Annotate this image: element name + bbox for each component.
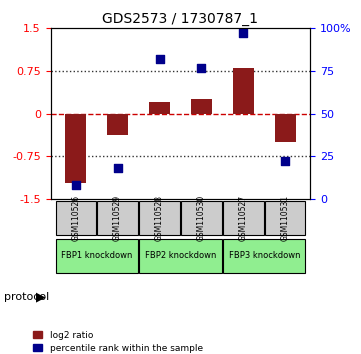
FancyBboxPatch shape [97, 201, 138, 235]
FancyBboxPatch shape [223, 239, 305, 273]
FancyBboxPatch shape [139, 239, 222, 273]
Point [73, 182, 79, 188]
Text: GSM110527: GSM110527 [239, 195, 248, 241]
Bar [275, 114, 296, 142]
Text: FBP2 knockdown: FBP2 knockdown [145, 251, 216, 261]
FancyBboxPatch shape [56, 201, 96, 235]
Point [199, 65, 204, 70]
Bar [149, 102, 170, 114]
Text: GSM110531: GSM110531 [281, 195, 290, 241]
FancyBboxPatch shape [56, 239, 138, 273]
Bar [65, 114, 86, 183]
Text: GSM110526: GSM110526 [71, 195, 80, 241]
FancyBboxPatch shape [265, 201, 305, 235]
Point [115, 165, 121, 171]
Point [240, 30, 246, 36]
Text: ▶: ▶ [36, 291, 46, 304]
Point [157, 56, 162, 62]
Title: GDS2573 / 1730787_1: GDS2573 / 1730787_1 [103, 12, 258, 26]
FancyBboxPatch shape [223, 201, 264, 235]
Text: GSM110528: GSM110528 [155, 195, 164, 241]
Text: FBP3 knockdown: FBP3 knockdown [229, 251, 300, 261]
Point [282, 158, 288, 164]
Bar [191, 99, 212, 114]
Text: protocol: protocol [4, 292, 49, 302]
Text: GSM110529: GSM110529 [113, 195, 122, 241]
Bar [107, 114, 128, 135]
FancyBboxPatch shape [181, 201, 222, 235]
Legend: log2 ratio, percentile rank within the sample: log2 ratio, percentile rank within the s… [34, 331, 203, 353]
FancyBboxPatch shape [139, 201, 180, 235]
Text: FBP1 knockdown: FBP1 knockdown [61, 251, 132, 261]
Text: GSM110530: GSM110530 [197, 195, 206, 241]
Bar [233, 68, 254, 114]
